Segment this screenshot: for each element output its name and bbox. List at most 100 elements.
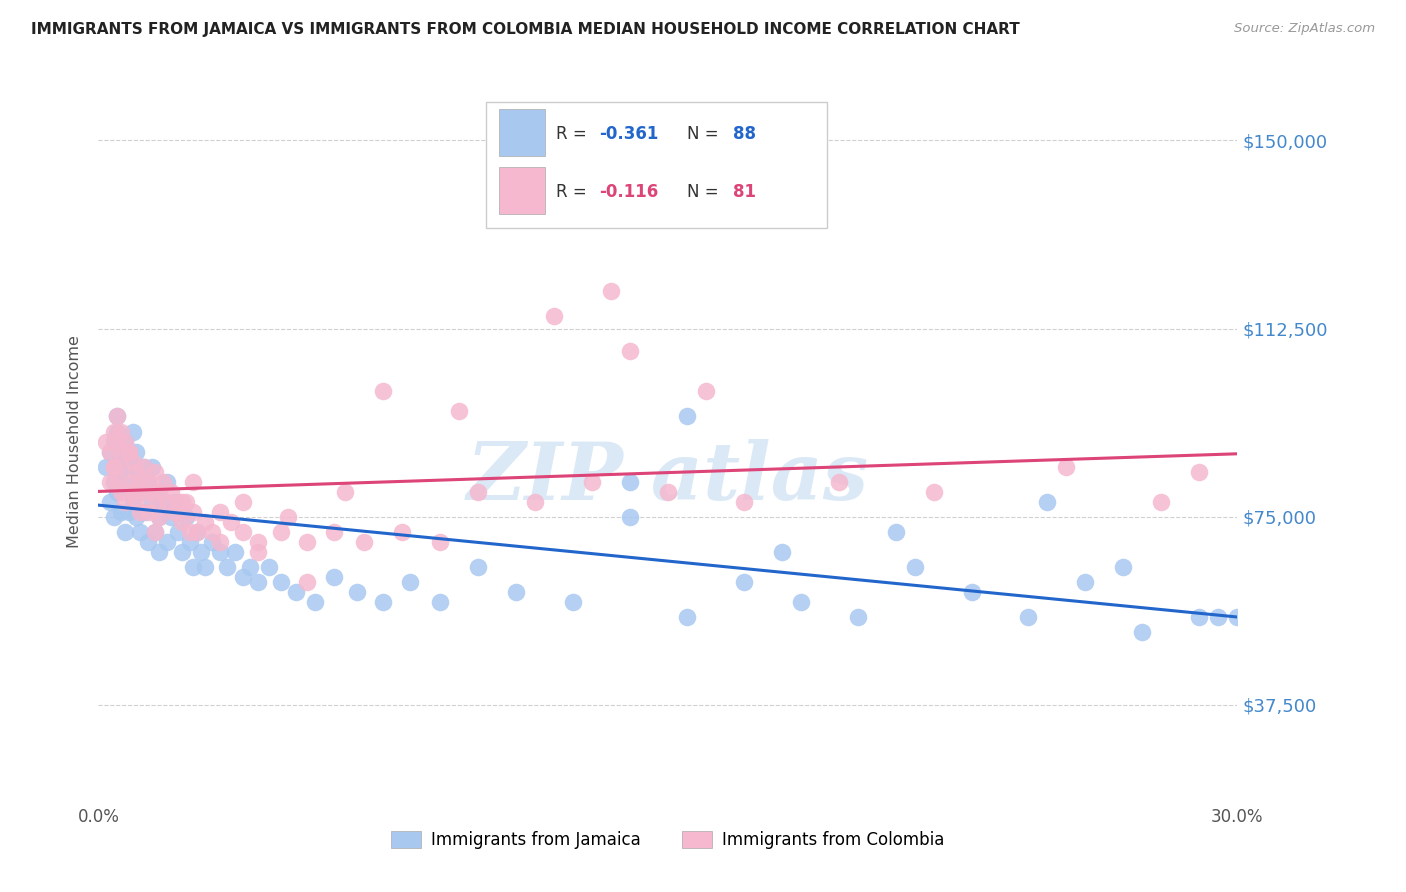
- Point: [398, 574, 420, 589]
- Point: [562, 595, 585, 609]
- Point: [619, 344, 641, 359]
- Point: [259, 560, 281, 574]
- Point: [297, 574, 319, 589]
- Point: [110, 505, 132, 519]
- Point: [221, 515, 243, 529]
- Point: [125, 475, 148, 489]
- Point: [110, 444, 132, 458]
- Point: [110, 425, 132, 439]
- Point: [94, 459, 117, 474]
- Point: [201, 534, 224, 549]
- Point: [103, 434, 125, 449]
- Point: [136, 475, 159, 489]
- Point: [186, 524, 208, 539]
- Point: [98, 444, 121, 458]
- Point: [145, 494, 167, 508]
- Point: [246, 534, 269, 549]
- Point: [118, 505, 141, 519]
- Point: [114, 494, 136, 508]
- Point: [246, 545, 269, 559]
- Point: [790, 595, 813, 609]
- Point: [186, 524, 208, 539]
- Point: [114, 524, 136, 539]
- Point: [1074, 574, 1097, 589]
- Text: R =: R =: [557, 183, 592, 202]
- Point: [159, 484, 181, 499]
- Point: [156, 494, 179, 508]
- Point: [129, 484, 152, 499]
- Point: [246, 574, 269, 589]
- Point: [132, 505, 155, 519]
- Point: [148, 509, 170, 524]
- Text: -0.361: -0.361: [599, 126, 659, 144]
- Point: [145, 465, 167, 479]
- Point: [125, 484, 148, 499]
- Point: [619, 509, 641, 524]
- Point: [1132, 625, 1154, 640]
- Point: [449, 404, 471, 418]
- Point: [103, 425, 125, 439]
- Point: [179, 534, 201, 549]
- Point: [232, 524, 254, 539]
- Point: [114, 459, 136, 474]
- Point: [174, 509, 197, 524]
- Text: R =: R =: [557, 126, 592, 144]
- Point: [1150, 494, 1173, 508]
- Point: [657, 484, 679, 499]
- Point: [600, 284, 623, 298]
- Text: Source: ZipAtlas.com: Source: ZipAtlas.com: [1234, 22, 1375, 36]
- Point: [121, 425, 143, 439]
- Legend: Immigrants from Jamaica, Immigrants from Colombia: Immigrants from Jamaica, Immigrants from…: [384, 824, 952, 856]
- Point: [107, 425, 129, 439]
- Point: [103, 475, 125, 489]
- Point: [103, 459, 125, 474]
- Point: [170, 494, 193, 508]
- Point: [145, 484, 167, 499]
- Point: [676, 610, 699, 624]
- Point: [304, 595, 326, 609]
- Point: [174, 494, 197, 508]
- Point: [429, 595, 451, 609]
- Point: [136, 534, 159, 549]
- Point: [170, 545, 193, 559]
- FancyBboxPatch shape: [485, 102, 827, 228]
- Point: [170, 515, 193, 529]
- Point: [353, 534, 375, 549]
- Point: [770, 545, 793, 559]
- Point: [960, 585, 983, 599]
- Text: 88: 88: [733, 126, 756, 144]
- Point: [183, 560, 205, 574]
- Point: [828, 475, 851, 489]
- Point: [159, 509, 181, 524]
- Point: [110, 475, 132, 489]
- Point: [884, 524, 907, 539]
- Point: [163, 494, 186, 508]
- Point: [208, 534, 231, 549]
- Point: [1112, 560, 1135, 574]
- Point: [129, 505, 152, 519]
- Point: [224, 545, 246, 559]
- Point: [125, 494, 148, 508]
- FancyBboxPatch shape: [499, 167, 546, 214]
- Point: [118, 444, 141, 458]
- Point: [167, 524, 190, 539]
- Point: [232, 570, 254, 584]
- Point: [121, 454, 143, 468]
- Point: [217, 560, 239, 574]
- Point: [107, 409, 129, 424]
- Point: [118, 444, 141, 458]
- Point: [429, 534, 451, 549]
- Point: [467, 560, 489, 574]
- Point: [136, 505, 159, 519]
- Point: [1208, 610, 1230, 624]
- Point: [1056, 459, 1078, 474]
- FancyBboxPatch shape: [499, 109, 546, 156]
- Point: [208, 505, 231, 519]
- Point: [107, 484, 129, 499]
- Point: [194, 515, 217, 529]
- Point: [98, 494, 121, 508]
- Point: [103, 459, 125, 474]
- Point: [110, 444, 132, 458]
- Point: [190, 545, 212, 559]
- Text: -0.116: -0.116: [599, 183, 659, 202]
